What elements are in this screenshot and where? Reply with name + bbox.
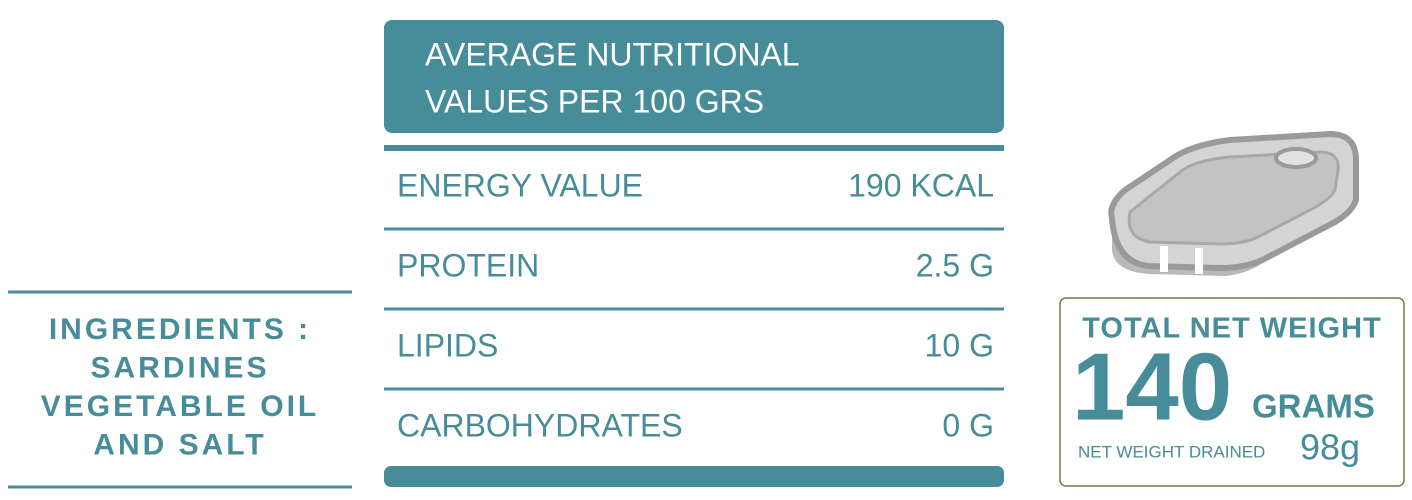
nutrient-value: 0 G — [942, 407, 994, 443]
nutrient-name: PROTEIN — [397, 247, 539, 283]
nutrient-name: ENERGY VALUE — [397, 167, 643, 203]
weight-title: TOTAL NET WEIGHT — [1082, 313, 1382, 345]
nutrient-name: LIPIDS — [397, 327, 498, 363]
nutrient-value: 10 G — [925, 327, 994, 363]
nutrient-value: 2.5 G — [916, 247, 994, 283]
ingredient-line: AND SALT — [93, 428, 266, 461]
table-header-box — [384, 20, 1004, 133]
ingredient-line: INGREDIENTS : — [49, 313, 311, 346]
weight-box — [1059, 297, 1405, 487]
table-rows: ENERGY VALUE 190 KCAL PROTEIN 2.5 G LIPIDS 10… — [384, 167, 1004, 443]
ingredients: INGREDIENTS : SARDINES VEGETABLE OIL AND SA… — [41, 313, 319, 462]
table-header-line: VALUES PER 100 GRS — [425, 83, 764, 119]
nutrient-value: 190 KCAL — [848, 167, 994, 203]
nutrient-name: CARBOHYDRATES — [397, 407, 683, 443]
table-footer-bar — [384, 466, 1004, 487]
table-header-line: AVERAGE NUTRITIONAL — [425, 36, 800, 72]
weight-unit: GRAMS — [1252, 388, 1375, 425]
drained-label: NET WEIGHT DRAINED — [1078, 442, 1265, 461]
ingredient-line: VEGETABLE OIL — [41, 390, 319, 423]
divider — [384, 145, 1004, 151]
ingredient-line: SARDINES — [90, 351, 269, 384]
drained-value: 98g — [1300, 427, 1360, 468]
weight-amount: 140 — [1072, 333, 1232, 440]
can-icon — [1108, 130, 1359, 276]
